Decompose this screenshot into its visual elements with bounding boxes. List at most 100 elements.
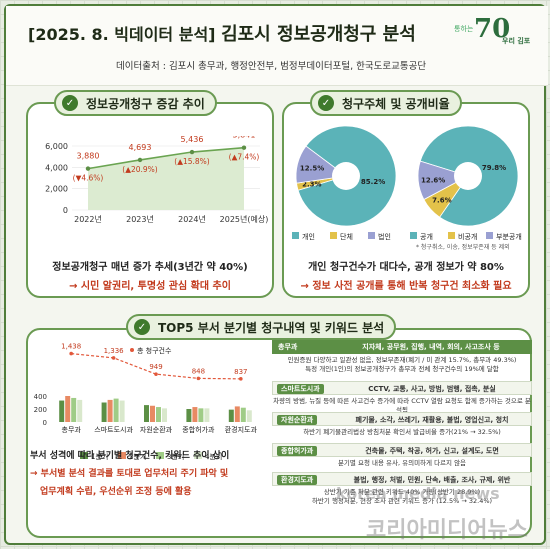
dept-summary-line2: → 부서별 분석 결과를 토대로 업무처리 주기 파악 및 xyxy=(30,469,229,479)
x-tick-label: 환경지도과 xyxy=(225,425,258,434)
line-point xyxy=(154,372,158,376)
area-fill xyxy=(88,147,244,210)
value-label: 5,436 xyxy=(181,136,204,144)
change-label: (▲15.8%) xyxy=(174,157,210,166)
x-tick-label: 총무과 xyxy=(62,425,82,434)
bar xyxy=(156,407,161,422)
legend-swatch xyxy=(486,232,493,239)
bar xyxy=(234,406,240,422)
legend-label: 법인 xyxy=(378,232,391,241)
legend-label: 비공개 xyxy=(458,232,477,241)
legend-swatch xyxy=(194,452,202,459)
legend-swatch xyxy=(80,452,88,459)
line-value-label: 837 xyxy=(234,368,247,376)
ratio-summary: 개인 청구건수가 대다수, 공개 정보가 약 80% → 정보 사전 공개를 통… xyxy=(282,258,530,292)
pie-value-label: 2.3% xyxy=(302,181,321,189)
bar xyxy=(113,398,119,422)
bar xyxy=(150,405,155,422)
line-point xyxy=(239,377,243,381)
logo-small-text: 통하는 xyxy=(454,25,474,33)
trend-summary-line1: 정보공개청구 매년 증가 추세(3년간 약 40%) xyxy=(52,262,248,273)
legend-swatch xyxy=(330,232,337,239)
keyword-description: 분기별 요청 내용 유사, 유의미하게 다르지 않음 xyxy=(337,459,467,467)
bar xyxy=(192,407,198,422)
legend-label: 개인 xyxy=(302,232,315,241)
bar xyxy=(65,396,71,422)
trend-summary-line2: → 시민 알권리, 투명성 관심 확대 추이 xyxy=(69,281,231,292)
dept-summary-line1: 부서 성격에 따라 분기별 청구건수, 키워드 추이 상이 xyxy=(30,451,230,461)
title-main: 김포시 정보공개청구 분석 xyxy=(221,24,416,45)
keyword-dept: 자원순환과 xyxy=(277,415,318,425)
keyword-row: 총무과 지자체, 공무원, 집행, 내역, 회의, 사고조사 등 xyxy=(272,340,532,354)
keyword-dept: 스마트도시과 xyxy=(277,384,324,394)
legend-label: 2분기 xyxy=(129,452,146,461)
bar xyxy=(198,408,204,422)
line-value-label: 949 xyxy=(149,363,162,371)
bar xyxy=(204,408,210,422)
line-point xyxy=(196,376,201,381)
dept-heading: ✓ TOP5 부서 분기별 청구내역 및 키워드 분석 xyxy=(126,314,397,340)
pie-value-label: 12.6% xyxy=(421,176,445,184)
keyword-description: 상반기 기준 처분 관련 키워드 40% 가량(상반기 28.9%) 하반기 행정… xyxy=(311,488,493,505)
keyword-row: 자원순환과 폐기물, 소각, 쓰레기, 재활용, 불법, 영업신고, 청치 xyxy=(272,412,532,426)
keyword-words: CCTV, 교통, 사고, 방범, 범행, 접촉, 분실 xyxy=(368,385,496,393)
legend-label: 4분기 xyxy=(205,452,222,461)
dept-summary-line3: 업무계획 수립, 우선순위 조정 등에 활용 xyxy=(40,487,192,497)
legend-label: 부분공개 xyxy=(496,232,522,241)
dept-heading-label: TOP5 부서 분기별 청구내역 및 키워드 분석 xyxy=(158,320,385,335)
change-label: (▼4.6%) xyxy=(73,174,104,183)
y-tick-label: 200 xyxy=(34,406,47,414)
legend-swatch xyxy=(118,452,126,459)
keyword-dept: 환경지도과 xyxy=(277,475,318,485)
logo-number: 70 xyxy=(474,14,511,44)
pie-slice xyxy=(417,160,470,201)
trend-chart: 0 2,000 4,000 6,000 3,880 (▼4.6%) 2022년 4,693 (▲… xyxy=(45,136,268,224)
trend-line xyxy=(87,146,245,170)
legend-swatch xyxy=(292,232,299,239)
data-point xyxy=(137,157,143,163)
data-point xyxy=(241,145,247,150)
pie-value-label: 79.8% xyxy=(482,164,506,172)
bar xyxy=(246,410,252,422)
legend-swatch xyxy=(448,232,455,239)
change-label: (▲7.4%) xyxy=(229,153,260,162)
legend-label: 3분기 xyxy=(167,452,184,461)
trend-heading-label: 정보공개청구 증감 추이 xyxy=(86,96,205,111)
x-tick-label: 2024년 xyxy=(178,214,206,224)
legend-label: 공개 xyxy=(420,232,433,241)
title-prefix: [2025. 8. 빅데이터 분석] xyxy=(28,25,216,44)
bar xyxy=(71,397,77,422)
pie-value-label: 12.5% xyxy=(300,164,324,172)
bar xyxy=(240,407,246,422)
line-point xyxy=(69,351,73,356)
change-label: (▲20.9%) xyxy=(122,165,158,174)
y-tick-label: 2,000 xyxy=(45,185,68,194)
y-tick-label: 4,000 xyxy=(45,163,68,172)
keyword-dept: 총무과 xyxy=(278,343,298,351)
value-label: 5,841 xyxy=(233,136,256,140)
line-value-label: 848 xyxy=(192,367,205,375)
keyword-words: 지자체, 공무원, 집행, 내역, 회의, 사고조사 등 xyxy=(362,343,500,351)
keyword-description: 차량의 방범, 뉴질 등에 따른 사고건수 증가에 따라 CCTV 열람 요청도… xyxy=(273,397,531,414)
y-tick-label: 6,000 xyxy=(45,142,68,151)
x-tick-label: 종합허가과 xyxy=(182,425,215,434)
bar xyxy=(107,399,113,422)
header: [2025. 8. 빅데이터 분석] 김포시 정보공개청구 분석 데이터출처 :… xyxy=(6,6,548,86)
legend-swatch xyxy=(410,232,417,239)
keyword-row: 스마트도시과 CCTV, 교통, 사고, 방범, 범행, 접촉, 분실 xyxy=(272,381,532,395)
bar xyxy=(77,399,83,422)
bar xyxy=(228,409,234,422)
legend-label: 단체 xyxy=(340,232,353,241)
data-point xyxy=(85,166,91,171)
keyword-description: 인원증원 다양하고 일관성 없음, 정보부존재(폐기 / 미 관계 15.7%,… xyxy=(287,356,517,373)
line-value-label: 1,336 xyxy=(104,347,125,355)
bar xyxy=(186,409,192,422)
check-icon: ✓ xyxy=(318,95,334,111)
infographic-frame: [2025. 8. 빅데이터 분석] 김포시 정보공개청구 분석 데이터출처 :… xyxy=(4,4,548,545)
y-tick-label: 0 xyxy=(63,206,68,215)
value-label: 4,693 xyxy=(129,143,152,152)
trend-summary: 정보공개청구 매년 증가 추세(3년간 약 40%) → 시민 알권리, 투명성… xyxy=(26,258,274,292)
page-title: [2025. 8. 빅데이터 분석] 김포시 정보공개청구 분석 xyxy=(28,20,416,46)
bar xyxy=(101,402,107,422)
watermark-en: korea media news xyxy=(336,484,500,503)
